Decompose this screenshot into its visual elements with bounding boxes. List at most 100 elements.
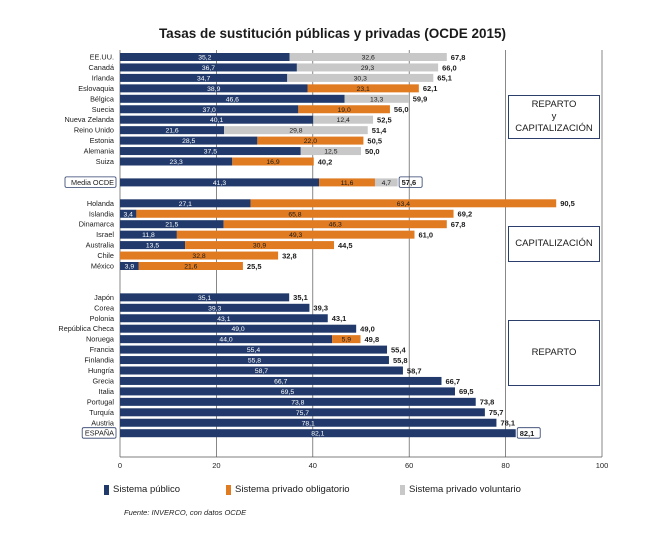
bar-segment [120,53,290,61]
bar-value-label: 3,4 [123,211,133,218]
total-value-label: 66,7 [445,377,460,386]
bar-value-label: 55,8 [248,358,261,365]
x-tick-label: 20 [212,461,220,470]
bar-value-label: 37,5 [204,149,217,156]
bar-value-label: 27,1 [179,201,192,208]
bar-segment [232,157,314,166]
bar-segment [120,136,258,145]
bar-value-label: 46,6 [226,96,239,103]
bar-value-label: 36,7 [202,65,215,72]
bar-segment [250,199,557,208]
total-value-label: 58,7 [407,366,422,375]
bar-value-label: 22,0 [304,138,317,145]
total-value-label: 44,5 [338,241,353,250]
bar-segment [223,220,447,229]
country-label: Suiza [96,157,115,166]
bar-value-label: 29,3 [361,65,374,72]
bar-segment [344,94,409,103]
total-value-label: 49,8 [365,335,380,344]
bar-value-label: 73,8 [291,399,304,406]
country-label: México [91,262,114,271]
bar-segment [120,366,403,375]
x-tick-label: 0 [118,461,122,470]
bar-segment [120,314,328,323]
bar-segment [120,126,225,135]
bar-value-label: 11,8 [142,232,155,239]
bar-value-label: 35,2 [198,55,211,62]
bar-segment [120,387,455,396]
country-label: Dinamarca [79,220,115,229]
bar-segment [120,293,290,302]
bar-segment [300,147,361,156]
country-label: Israel [96,230,114,239]
total-value-label: 62,1 [423,84,438,93]
bar-value-label: 23,1 [357,86,370,93]
country-label: Francia [90,345,115,354]
country-label: Islandia [89,209,115,218]
total-value-label: 43,1 [332,314,347,323]
bar-value-label: 49,3 [289,232,302,239]
country-label: Reino Unido [74,126,114,135]
bar-value-label: 82,1 [311,431,324,438]
total-value-label: 52,5 [377,116,392,125]
bar-segment [120,397,476,406]
bar-value-label: 43,1 [217,316,230,323]
bar-segment [120,345,388,354]
total-value-label: 69,5 [459,387,474,396]
group-label-capitalizacion: CAPITALIZACIÓN [508,226,600,262]
bar-value-label: 37,0 [203,107,216,114]
country-label: Holanda [87,199,115,208]
total-value-label: 65,1 [437,74,452,83]
bar-segment [307,84,419,93]
country-label: Suecia [92,105,115,114]
bar-segment [120,230,177,239]
country-label: Polonia [90,314,115,323]
bar-value-label: 23,3 [170,159,183,166]
total-value-label: 78,1 [500,419,515,428]
bar-segment [138,262,243,270]
total-value-label: 55,8 [393,356,408,365]
bar-value-label: 12,5 [324,149,337,156]
bar-value-label: 13,5 [146,243,159,250]
bar-value-label: 21,6 [165,128,178,135]
country-label: Turquía [89,408,115,417]
bar-segment [120,63,297,72]
total-value-label: 55,4 [391,345,406,354]
bar-segment [120,335,333,344]
country-label: Hungría [88,366,115,375]
group-line: REPARTO [531,347,577,358]
bar-value-label: 58,7 [255,368,268,375]
bar-value-label: 13,3 [370,96,383,103]
country-label: Chile [97,251,114,260]
total-value-label: 25,5 [247,262,262,271]
bar-segment [120,241,186,250]
total-value-box [516,427,541,439]
bar-value-label: 3,9 [125,264,135,271]
legend-item-publico: Sistema público [104,484,180,495]
bar-value-label: 40,1 [210,117,223,124]
bar-value-label: 69,5 [281,389,294,396]
country-label: Media OCDE [71,178,114,187]
bar-value-label: 11,6 [341,180,354,187]
total-value-label: 67,8 [451,53,466,62]
country-label: Noruega [86,335,115,344]
bar-segment [120,209,137,218]
total-value-label: 61,0 [419,230,434,239]
bar-segment [120,73,288,82]
bar-value-label: 39,3 [208,305,221,312]
bar-value-label: 21,5 [165,222,178,229]
country-label: Italia [99,387,115,396]
country-label: Japón [94,293,114,302]
bar-value-label: 44,0 [219,337,232,344]
bar-segment [120,303,310,312]
bar-value-label: 12,4 [337,117,350,124]
bar-value-label: 46,3 [329,222,342,229]
bar-segment [120,418,497,427]
bar-value-label: 65,8 [288,211,301,218]
country-label: Estonia [90,136,115,145]
bar-value-label: 5,9 [342,337,352,344]
total-value-label: 51,4 [372,126,387,135]
bar-segment [287,73,434,82]
bar-value-label: 28,5 [182,138,195,145]
country-label: Irlanda [92,73,115,82]
